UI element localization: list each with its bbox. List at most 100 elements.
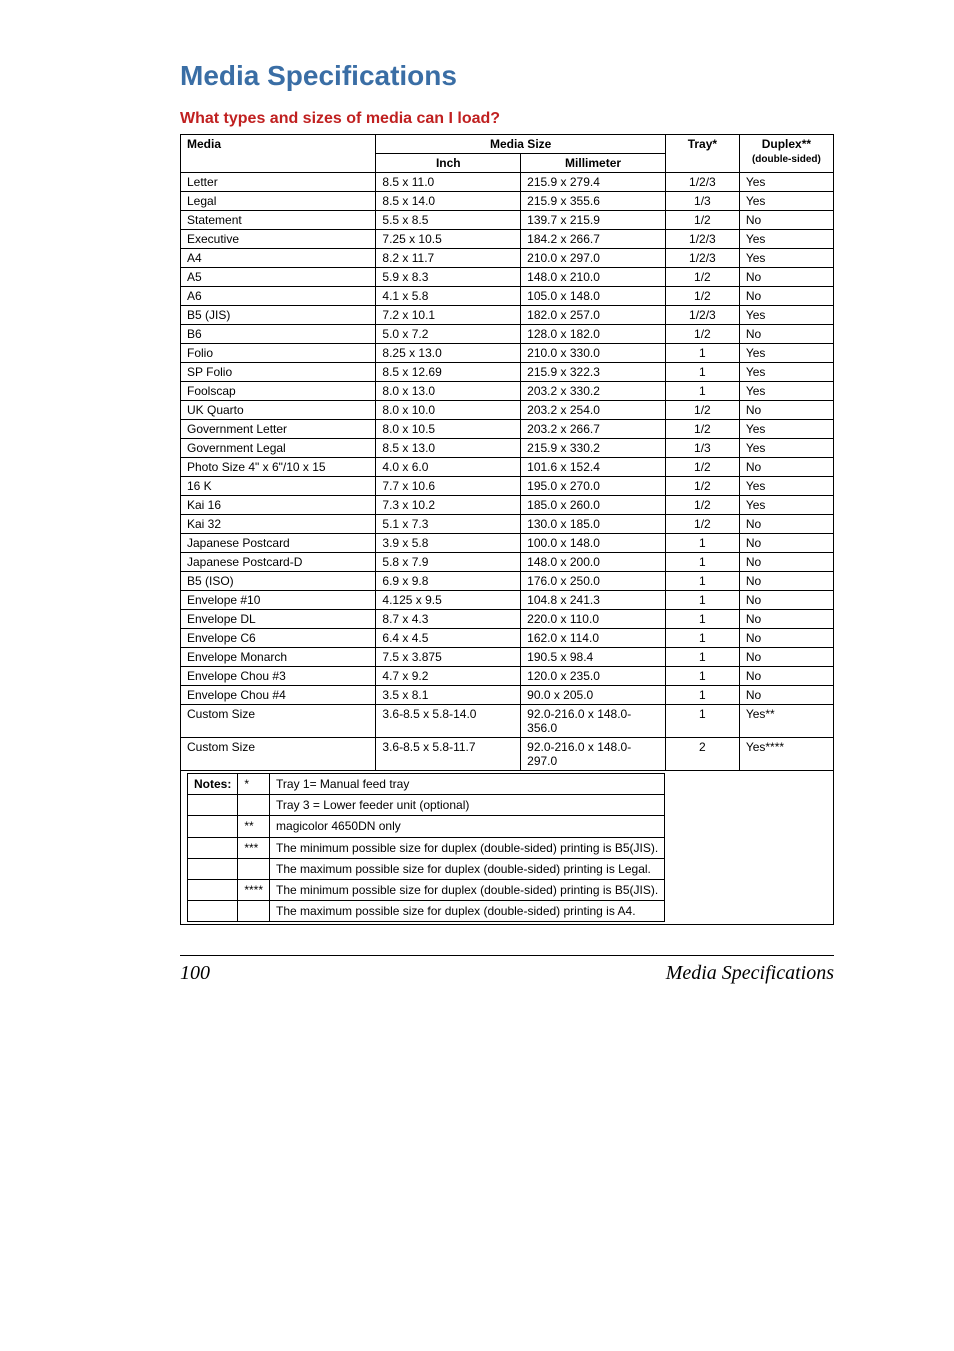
- cell-mm: 176.0 x 250.0: [521, 572, 666, 591]
- cell-duplex: No: [739, 629, 833, 648]
- cell-inch: 8.2 x 11.7: [376, 249, 521, 268]
- table-row: Letter8.5 x 11.0215.9 x 279.41/2/3Yes: [181, 173, 834, 192]
- notes-text: Tray 1= Manual feed tray: [270, 774, 665, 795]
- cell-duplex: No: [739, 572, 833, 591]
- footer-section-title: Media Specifications: [666, 962, 834, 985]
- cell-duplex: Yes****: [739, 738, 833, 771]
- cell-tray: 1/3: [665, 192, 739, 211]
- cell-inch: 5.9 x 8.3: [376, 268, 521, 287]
- cell-tray: 1/2/3: [665, 306, 739, 325]
- cell-tray: 1/2: [665, 496, 739, 515]
- cell-duplex: No: [739, 268, 833, 287]
- cell-media: UK Quarto: [181, 401, 376, 420]
- table-row: B5 (ISO)6.9 x 9.8176.0 x 250.01No: [181, 572, 834, 591]
- cell-tray: 1/2/3: [665, 173, 739, 192]
- cell-tray: 1/2/3: [665, 230, 739, 249]
- cell-duplex: Yes: [739, 192, 833, 211]
- cell-mm: 92.0-216.0 x 148.0-356.0: [521, 705, 666, 738]
- cell-inch: 8.7 x 4.3: [376, 610, 521, 629]
- cell-mm: 101.6 x 152.4: [521, 458, 666, 477]
- cell-duplex: Yes: [739, 477, 833, 496]
- cell-tray: 1: [665, 553, 739, 572]
- cell-duplex: Yes: [739, 439, 833, 458]
- page-title: Media Specifications: [180, 60, 834, 92]
- page-container: Media Specifications What types and size…: [0, 0, 954, 1045]
- cell-inch: 7.7 x 10.6: [376, 477, 521, 496]
- cell-inch: 7.3 x 10.2: [376, 496, 521, 515]
- cell-tray: 1: [665, 363, 739, 382]
- cell-tray: 1/2/3: [665, 249, 739, 268]
- notes-marker: [238, 795, 270, 816]
- cell-tray: 1/2: [665, 420, 739, 439]
- notes-row-item: **magicolor 4650DN only: [188, 816, 665, 837]
- notes-label: [188, 901, 238, 922]
- notes-row-item: Notes:*Tray 1= Manual feed tray: [188, 774, 665, 795]
- notes-cell: Notes:*Tray 1= Manual feed trayTray 3 = …: [181, 771, 834, 925]
- cell-tray: 1: [665, 610, 739, 629]
- th-media: Media: [181, 135, 376, 173]
- cell-mm: 203.2 x 266.7: [521, 420, 666, 439]
- cell-tray: 1: [665, 667, 739, 686]
- cell-media: Photo Size 4" x 6"/10 x 15: [181, 458, 376, 477]
- th-millimeter: Millimeter: [521, 154, 666, 173]
- cell-mm: 100.0 x 148.0: [521, 534, 666, 553]
- cell-tray: 1/2: [665, 268, 739, 287]
- cell-media: Legal: [181, 192, 376, 211]
- footer-page-number: 100: [180, 962, 210, 985]
- cell-inch: 8.0 x 13.0: [376, 382, 521, 401]
- cell-mm: 203.2 x 330.2: [521, 382, 666, 401]
- notes-table: Notes:*Tray 1= Manual feed trayTray 3 = …: [187, 773, 665, 922]
- table-row: Photo Size 4" x 6"/10 x 154.0 x 6.0101.6…: [181, 458, 834, 477]
- cell-mm: 139.7 x 215.9: [521, 211, 666, 230]
- cell-tray: 1/2: [665, 458, 739, 477]
- notes-label: [188, 816, 238, 837]
- notes-label: [188, 858, 238, 879]
- notes-text: The maximum possible size for duplex (do…: [270, 858, 665, 879]
- cell-inch: 4.1 x 5.8: [376, 287, 521, 306]
- table-row: Kai 167.3 x 10.2185.0 x 260.01/2Yes: [181, 496, 834, 515]
- cell-inch: 6.4 x 4.5: [376, 629, 521, 648]
- notes-text: The maximum possible size for duplex (do…: [270, 901, 665, 922]
- cell-media: Kai 32: [181, 515, 376, 534]
- notes-label: [188, 879, 238, 900]
- cell-tray: 1/2: [665, 325, 739, 344]
- cell-media: Envelope Chou #3: [181, 667, 376, 686]
- cell-mm: 92.0-216.0 x 148.0-297.0: [521, 738, 666, 771]
- table-row: UK Quarto8.0 x 10.0203.2 x 254.01/2No: [181, 401, 834, 420]
- notes-label: [188, 837, 238, 858]
- cell-mm: 128.0 x 182.0: [521, 325, 666, 344]
- cell-inch: 8.25 x 13.0: [376, 344, 521, 363]
- table-row: Envelope C66.4 x 4.5162.0 x 114.01No: [181, 629, 834, 648]
- th-duplex: Duplex** (double-sided): [739, 135, 833, 173]
- cell-inch: 8.0 x 10.5: [376, 420, 521, 439]
- cell-duplex: No: [739, 325, 833, 344]
- cell-tray: 1/2: [665, 515, 739, 534]
- cell-media: Kai 16: [181, 496, 376, 515]
- cell-media: Letter: [181, 173, 376, 192]
- cell-inch: 7.25 x 10.5: [376, 230, 521, 249]
- cell-mm: 104.8 x 241.3: [521, 591, 666, 610]
- cell-mm: 203.2 x 254.0: [521, 401, 666, 420]
- cell-tray: 1: [665, 686, 739, 705]
- cell-inch: 3.9 x 5.8: [376, 534, 521, 553]
- table-row: A64.1 x 5.8105.0 x 148.01/2No: [181, 287, 834, 306]
- cell-duplex: Yes: [739, 420, 833, 439]
- table-row: Government Legal8.5 x 13.0215.9 x 330.21…: [181, 439, 834, 458]
- table-row: Japanese Postcard-D5.8 x 7.9148.0 x 200.…: [181, 553, 834, 572]
- notes-marker: *: [238, 774, 270, 795]
- cell-duplex: No: [739, 686, 833, 705]
- cell-mm: 190.5 x 98.4: [521, 648, 666, 667]
- cell-duplex: No: [739, 515, 833, 534]
- table-row: Foolscap8.0 x 13.0203.2 x 330.21Yes: [181, 382, 834, 401]
- cell-media: Envelope #10: [181, 591, 376, 610]
- cell-inch: 3.6-8.5 x 5.8-14.0: [376, 705, 521, 738]
- table-row: Executive7.25 x 10.5184.2 x 266.71/2/3Ye…: [181, 230, 834, 249]
- cell-mm: 184.2 x 266.7: [521, 230, 666, 249]
- cell-inch: 4.7 x 9.2: [376, 667, 521, 686]
- cell-duplex: No: [739, 211, 833, 230]
- cell-media: Custom Size: [181, 738, 376, 771]
- th-duplex-label: Duplex**: [762, 137, 811, 151]
- cell-media: Statement: [181, 211, 376, 230]
- cell-tray: 1: [665, 344, 739, 363]
- notes-row-item: The maximum possible size for duplex (do…: [188, 858, 665, 879]
